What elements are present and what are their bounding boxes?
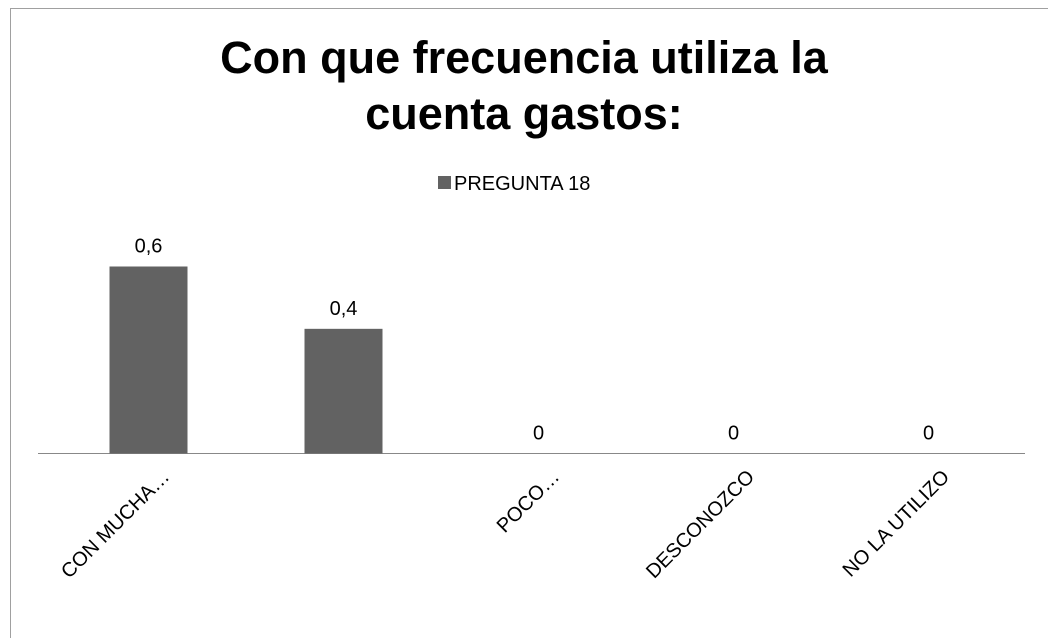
- value-label: 0,6: [135, 236, 163, 258]
- value-label: 0: [533, 423, 544, 445]
- bar: [304, 328, 383, 454]
- x-tick-label: POCO…: [493, 466, 564, 537]
- value-label: 0,4: [330, 298, 358, 320]
- chart-border: [10, 8, 1048, 638]
- legend-label: PREGUNTA 18: [454, 173, 590, 195]
- x-tick-label: DESCONOZCO: [642, 466, 759, 583]
- bar: [109, 266, 188, 454]
- x-tick-label: CON MUCHA…: [57, 466, 174, 583]
- value-label: 0: [923, 423, 934, 445]
- chart-title: Con que frecuencia utiliza la cuenta gas…: [220, 32, 828, 139]
- value-label: 0: [728, 423, 739, 445]
- legend-swatch: [438, 176, 451, 189]
- x-tick-label: NO LA UTILIZO: [839, 466, 954, 581]
